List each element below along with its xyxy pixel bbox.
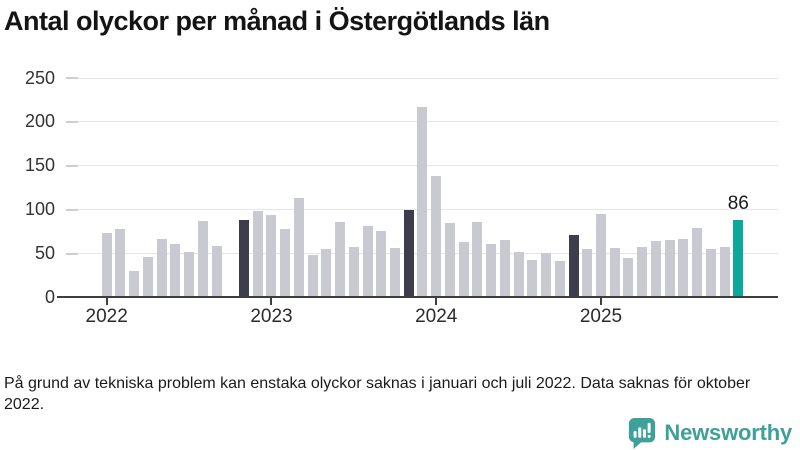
x-axis-tick-2024 bbox=[435, 298, 438, 305]
bar-2023-08 bbox=[362, 225, 373, 296]
bar-2024-03 bbox=[458, 242, 469, 296]
y-tick-150 bbox=[66, 164, 78, 167]
newsworthy-logo-icon bbox=[627, 416, 657, 450]
bar-2022-06 bbox=[170, 244, 181, 296]
y-axis-label-250: 250 bbox=[24, 67, 55, 88]
bar-2024-07 bbox=[513, 252, 524, 296]
bar-2024-02 bbox=[444, 223, 455, 296]
x-axis-year-label-2024: 2024 bbox=[415, 306, 458, 327]
x-axis-year-label-2025: 2025 bbox=[579, 306, 623, 327]
bar-2022-02 bbox=[115, 229, 126, 296]
y-tick-200 bbox=[66, 120, 78, 123]
x-axis-tick-2022 bbox=[105, 298, 108, 305]
bar-2024-06 bbox=[499, 239, 510, 296]
bar-2024-01 bbox=[431, 175, 442, 296]
bar-2024-05 bbox=[486, 244, 497, 296]
x-axis-line bbox=[57, 296, 778, 298]
bar-2022-09 bbox=[211, 245, 222, 296]
y-axis-label-50: 50 bbox=[34, 243, 55, 264]
bar-2022-05 bbox=[156, 238, 167, 296]
chart-title: Antal olyckor per månad i Östergötlands … bbox=[4, 6, 550, 36]
bar-2023-09 bbox=[376, 231, 387, 296]
bar-2022-03 bbox=[129, 270, 140, 296]
bar-2025-07 bbox=[678, 238, 689, 296]
newsworthy-logo-text: Newsworthy bbox=[664, 420, 792, 445]
y-tick-50 bbox=[66, 252, 78, 255]
bar-2023-02 bbox=[280, 229, 291, 296]
bar-2023-01 bbox=[266, 215, 277, 296]
bar-2023-10 bbox=[390, 247, 401, 296]
bar-2023-12 bbox=[417, 107, 428, 296]
x-axis-year-label-2022: 2022 bbox=[85, 306, 128, 327]
bar-chart-plot-area: 0 50 100 150 200 250 2022 2023 2024 2025 86 bbox=[24, 67, 778, 327]
bar-2024-12 bbox=[582, 249, 593, 296]
y-axis-label-200: 200 bbox=[24, 111, 55, 132]
bar-2025-08 bbox=[692, 227, 703, 296]
bar-2023-06 bbox=[335, 222, 346, 296]
bar-2025-05 bbox=[650, 240, 661, 296]
bar-2023-05 bbox=[321, 248, 332, 296]
bar-2024-10 bbox=[554, 260, 565, 296]
bar-2022-07 bbox=[184, 252, 195, 296]
bar-2024-11 bbox=[568, 234, 579, 296]
y-tick-100 bbox=[66, 208, 78, 211]
bar-2023-11 bbox=[403, 209, 414, 296]
bar-2025-01 bbox=[595, 214, 606, 296]
bar-2024-04 bbox=[472, 222, 483, 296]
bar-2025-04 bbox=[637, 246, 648, 296]
bar-value-label: 86 bbox=[727, 193, 749, 215]
bar-2022-11 bbox=[239, 219, 249, 296]
y-axis-label-100: 100 bbox=[24, 199, 55, 220]
y-axis-label-0: 0 bbox=[44, 287, 55, 307]
bar-2024-09 bbox=[541, 252, 552, 296]
bar-2023-07 bbox=[348, 246, 359, 296]
bar-2025-06 bbox=[664, 239, 675, 296]
x-axis-tick-2025 bbox=[599, 298, 602, 305]
newsworthy-branding: Newsworthy bbox=[627, 416, 792, 450]
bar-2025-10 bbox=[719, 246, 730, 296]
bar-2022-08 bbox=[197, 221, 208, 296]
footnote: På grund av tekniska problem kan enstaka… bbox=[4, 375, 751, 414]
x-axis-year-label-2023: 2023 bbox=[250, 306, 293, 327]
y-axis-label-150: 150 bbox=[24, 155, 55, 176]
bar-2023-03 bbox=[293, 197, 304, 296]
bar-2025-09 bbox=[705, 248, 716, 296]
bar-2022-01 bbox=[101, 232, 112, 296]
bar-2022-04 bbox=[142, 257, 153, 296]
gridline-250 bbox=[66, 77, 778, 79]
bar-2024-08 bbox=[527, 260, 538, 296]
x-axis-tick-2023 bbox=[270, 298, 273, 305]
bar-2025-02 bbox=[609, 247, 620, 296]
bar-2025-03 bbox=[623, 258, 634, 296]
y-tick-250 bbox=[66, 77, 78, 79]
bar-2022-12 bbox=[252, 210, 263, 296]
bar-2025-11 bbox=[733, 220, 744, 296]
bar-2023-04 bbox=[307, 254, 318, 296]
